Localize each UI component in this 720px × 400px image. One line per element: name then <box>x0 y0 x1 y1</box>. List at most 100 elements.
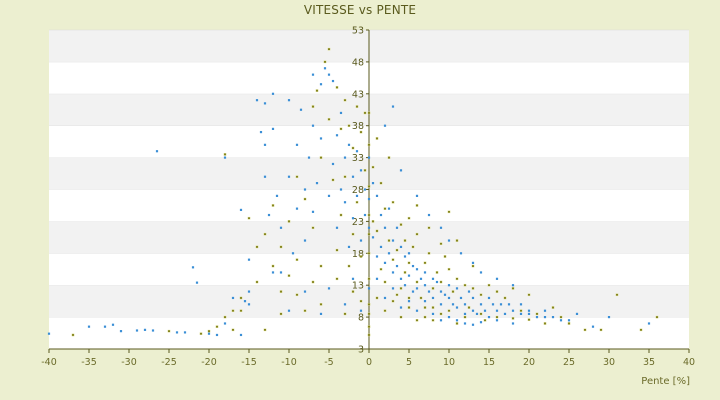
data-point <box>475 312 479 316</box>
data-point <box>447 239 451 242</box>
data-point <box>487 283 491 287</box>
y-tick-label: 28 <box>352 185 364 196</box>
data-point <box>483 309 487 312</box>
data-point <box>519 303 523 306</box>
data-point <box>455 322 459 325</box>
data-point <box>319 312 323 316</box>
x-tick-label: 25 <box>563 357 575 368</box>
data-point <box>463 303 467 306</box>
data-point <box>455 239 459 242</box>
data-point <box>495 319 499 322</box>
data-point <box>439 319 443 322</box>
data-point <box>335 226 339 229</box>
data-point <box>207 329 211 333</box>
data-point <box>419 296 423 300</box>
data-point <box>351 290 355 293</box>
data-point <box>295 207 299 210</box>
data-point <box>331 162 335 166</box>
data-point <box>279 312 283 316</box>
data-point <box>455 306 459 309</box>
data-point <box>499 303 503 306</box>
data-point <box>507 303 511 306</box>
data-point <box>411 264 415 268</box>
data-point <box>279 226 283 229</box>
data-point <box>467 306 471 309</box>
data-point <box>263 232 267 236</box>
data-point <box>387 239 391 242</box>
data-point <box>427 213 431 217</box>
data-point <box>615 293 619 297</box>
data-point <box>339 213 343 217</box>
data-point <box>451 303 455 306</box>
data-point <box>295 293 299 297</box>
data-point <box>299 108 303 111</box>
data-point <box>575 312 579 316</box>
data-point <box>359 255 363 258</box>
data-point <box>319 137 323 140</box>
y-tick-label: 43 <box>352 89 364 100</box>
data-point <box>259 130 263 134</box>
data-point <box>111 323 115 326</box>
data-point <box>375 194 379 197</box>
data-point <box>519 312 523 316</box>
data-point <box>223 315 227 319</box>
data-point <box>375 255 379 258</box>
data-point <box>347 245 351 249</box>
data-point <box>287 309 291 312</box>
data-point <box>583 328 587 332</box>
data-point <box>363 213 367 217</box>
data-point <box>287 220 291 223</box>
data-point <box>495 290 499 293</box>
data-point <box>463 312 467 316</box>
data-point <box>435 280 439 284</box>
x-axis-title: Pente [%] <box>641 376 690 387</box>
data-point <box>567 322 571 325</box>
data-point <box>455 277 459 281</box>
data-point <box>395 226 399 229</box>
data-point <box>527 318 531 321</box>
data-point <box>351 232 355 236</box>
data-point <box>479 312 483 316</box>
x-tick-label: 10 <box>443 357 455 368</box>
data-point <box>287 175 291 178</box>
data-point <box>291 252 295 255</box>
data-point <box>447 284 451 287</box>
data-point <box>379 245 383 249</box>
data-point <box>419 277 423 280</box>
data-point <box>367 251 371 255</box>
y-tick-label: 38 <box>352 121 364 132</box>
data-point <box>591 325 595 328</box>
data-point <box>367 226 371 229</box>
data-point <box>447 267 451 271</box>
data-point <box>303 290 307 293</box>
data-point <box>247 303 251 306</box>
data-point <box>335 86 339 89</box>
x-tick-label: -30 <box>121 357 137 368</box>
data-point <box>343 303 347 306</box>
data-point <box>355 105 359 108</box>
series-0 <box>47 67 651 337</box>
data-point <box>295 258 299 261</box>
data-point <box>363 111 367 115</box>
data-point <box>447 316 451 319</box>
data-point <box>411 245 415 249</box>
data-point <box>407 261 411 265</box>
data-point <box>479 303 483 306</box>
data-point <box>347 143 351 146</box>
data-point <box>323 60 327 64</box>
data-point <box>387 252 391 255</box>
data-point <box>447 296 451 300</box>
y-tick-label: 53 <box>352 26 364 37</box>
data-point <box>367 156 371 159</box>
data-point <box>367 213 371 217</box>
data-point <box>491 303 495 306</box>
x-tick-label: 20 <box>523 357 535 368</box>
data-point <box>239 309 243 313</box>
data-point <box>447 210 451 214</box>
x-tick-label: -35 <box>81 357 97 368</box>
data-point <box>383 280 387 284</box>
data-point <box>371 182 375 185</box>
x-tick-label: -25 <box>161 357 177 368</box>
data-point <box>435 271 439 274</box>
data-point <box>471 261 475 264</box>
